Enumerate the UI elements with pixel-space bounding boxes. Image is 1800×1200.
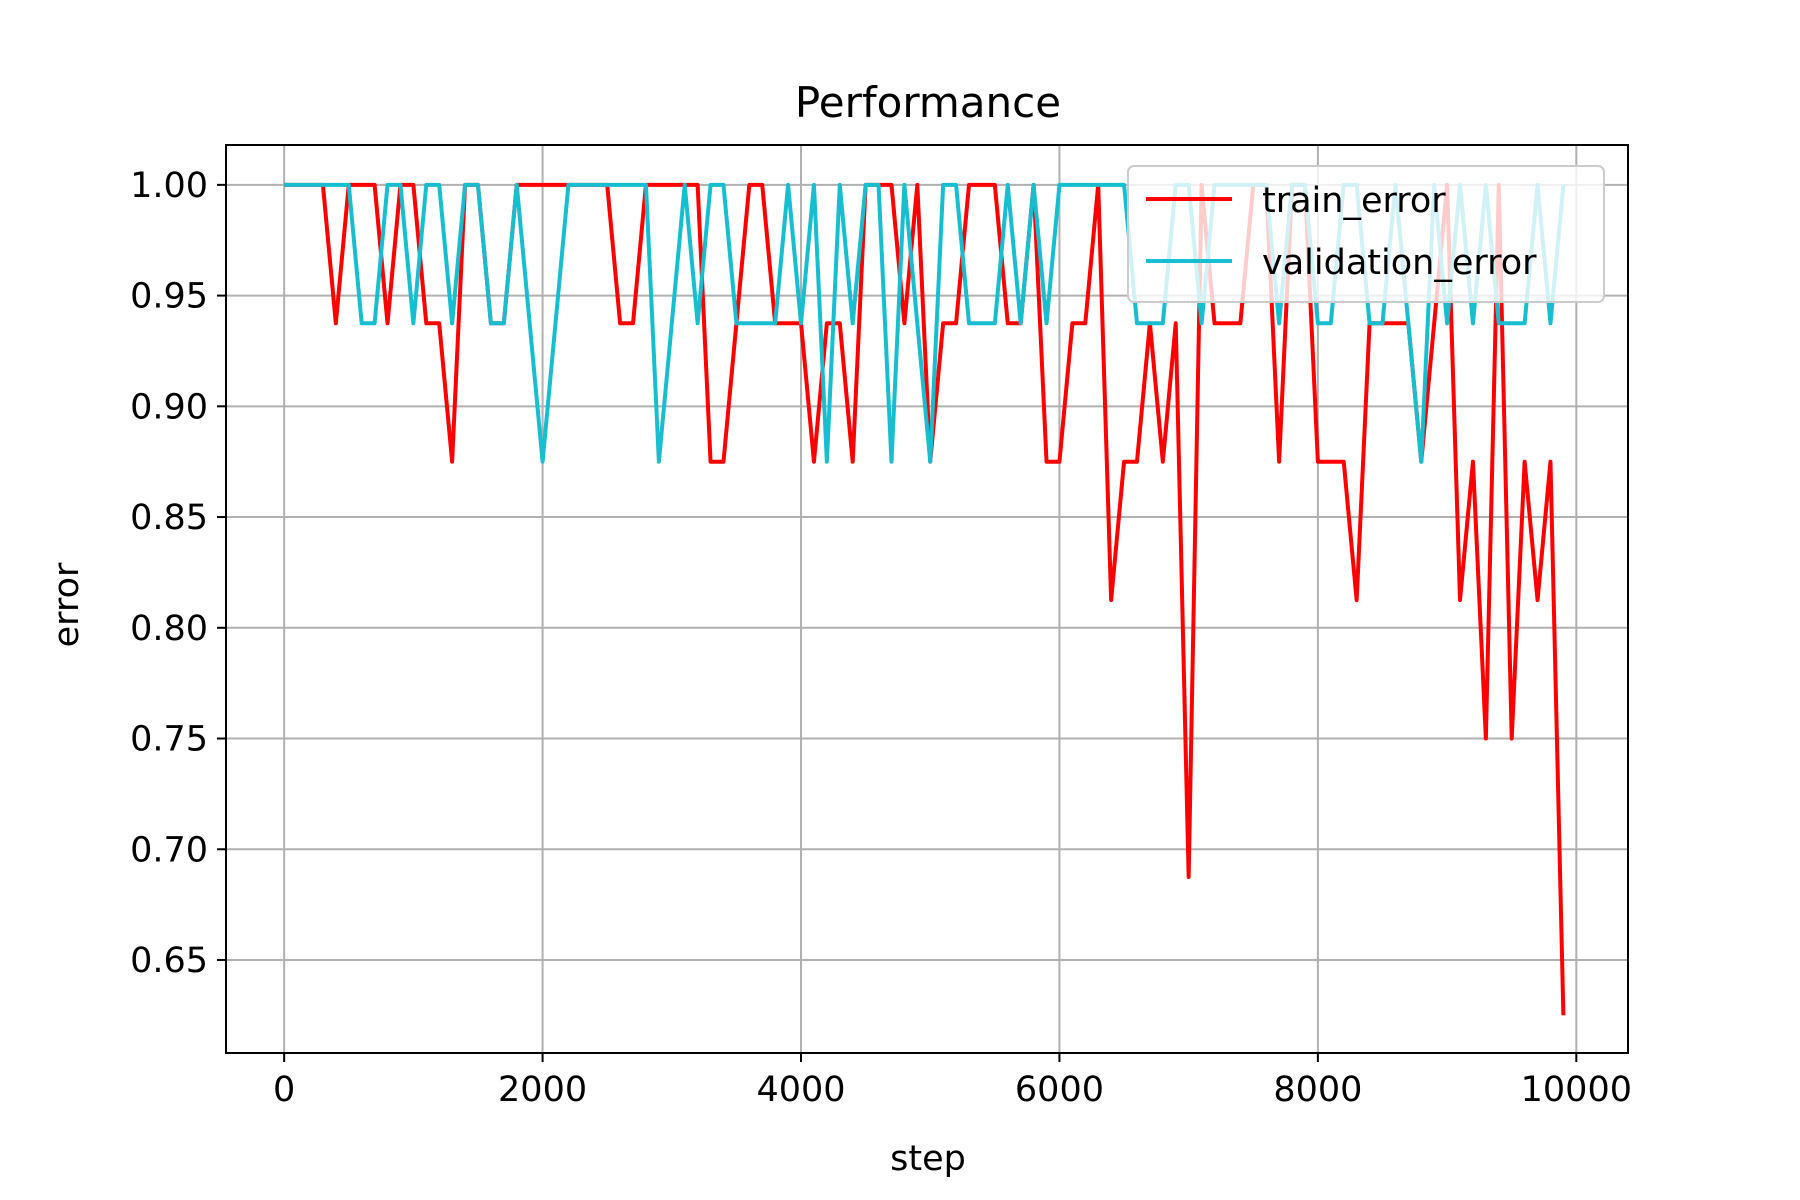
y-axis-label: error (47, 562, 87, 647)
x-axis-label: step (890, 1139, 966, 1179)
y-tick-label: 0.95 (130, 277, 208, 317)
y-tick-label: 0.70 (130, 830, 208, 870)
y-tick-label: 0.65 (130, 941, 208, 981)
y-tick-label: 0.75 (130, 720, 208, 760)
x-tick-label: 10000 (1521, 1070, 1632, 1110)
y-tick-label: 0.80 (130, 609, 208, 649)
plot-frame (225, 144, 1629, 1054)
x-tick-label: 8000 (1273, 1070, 1362, 1110)
chart-title: Performance (795, 78, 1061, 127)
legend-label-validation-error: validation_error (1262, 243, 1537, 283)
y-tick-label: 1.00 (130, 166, 208, 206)
axis-ticks: 0 2000 4000 6000 8000 10000 0.65 0.70 0.75 0.80 0.… (130, 166, 1632, 1110)
x-tick-label: 4000 (756, 1070, 845, 1110)
series-lines (284, 182, 1566, 1016)
legend: train_error validation_error (1127, 165, 1605, 303)
series-line-train-error (284, 182, 1566, 1016)
legend-box (1127, 165, 1605, 303)
x-tick-label: 2000 (498, 1070, 587, 1110)
legend-label-train-error: train_error (1262, 181, 1446, 221)
x-tick-label: 0 (273, 1070, 295, 1110)
x-tick-label: 6000 (1015, 1070, 1104, 1110)
y-tick-label: 0.85 (130, 498, 208, 538)
y-tick-label: 0.90 (130, 387, 208, 427)
